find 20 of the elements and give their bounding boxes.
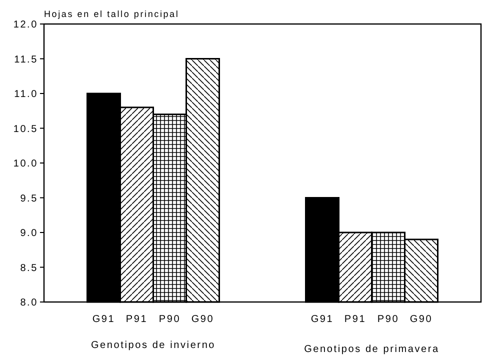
text: Genotipos de primavera [304,344,440,355]
x-tick-label: P90 [377,314,400,325]
y-tick-label: 8.5 [20,262,38,274]
y-tick-label: 10.0 [13,158,38,170]
x-tick-label: G91 [310,314,334,325]
y-axis-title: Hojas en el tallo principal [44,9,180,19]
x-tick-label: P91 [126,314,148,325]
y-tick-label: 10.5 [13,124,38,135]
x-tick-label: G90 [191,314,214,325]
y-tick-label: 12.0 [13,20,38,30]
x-tick-label: G91 [92,314,116,325]
y-tick-label: 9.5 [20,193,38,204]
x-tick-label: G90 [410,314,433,325]
y-tick-label: 11.0 [14,89,38,100]
y-tick-label: 8.0 [20,298,38,308]
x-tick-label: P91 [344,314,366,325]
text: Genotipos de invierno [90,340,216,351]
x-tick-label: P90 [158,314,181,325]
y-tick-label: 9.0 [20,228,38,239]
y-tick-label: 11.5 [14,54,38,66]
